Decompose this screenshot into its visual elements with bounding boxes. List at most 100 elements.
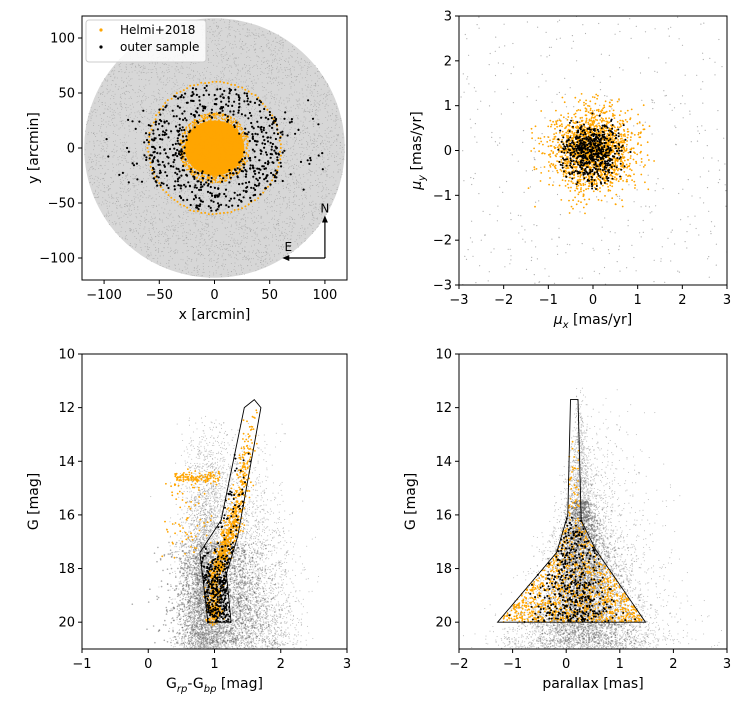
field-point	[88, 131, 90, 133]
field-point	[286, 156, 287, 157]
field-point	[182, 224, 184, 226]
field-point	[254, 237, 256, 239]
field-point	[305, 240, 306, 242]
field-point	[186, 197, 188, 199]
field-point	[337, 172, 339, 174]
field-point	[306, 61, 308, 63]
field-point	[172, 81, 174, 83]
field-point	[142, 234, 144, 236]
field-point	[203, 229, 205, 231]
field-point	[120, 211, 122, 213]
field-point	[178, 268, 180, 270]
field-point	[249, 74, 251, 75]
field-point	[333, 120, 335, 122]
field-point	[268, 60, 270, 62]
field-point	[146, 111, 148, 112]
field-point	[178, 220, 180, 222]
field-point	[291, 56, 293, 58]
field-point	[251, 209, 253, 211]
field-point	[228, 78, 230, 80]
field-point	[287, 61, 289, 63]
field-point	[127, 116, 129, 118]
field-point	[229, 108, 231, 110]
field-point	[187, 212, 189, 214]
field-point	[106, 143, 108, 145]
field-point	[330, 114, 332, 116]
field-point	[255, 167, 256, 168]
field-point	[111, 214, 113, 216]
field-point	[268, 227, 270, 229]
field-point	[138, 65, 140, 67]
field-point	[130, 108, 132, 110]
field-point	[258, 28, 260, 30]
field-point	[175, 62, 177, 64]
field-point	[173, 86, 175, 88]
field-point	[283, 127, 285, 129]
field-point	[231, 233, 233, 235]
field-point	[95, 189, 97, 191]
field-point	[252, 153, 254, 154]
field-point	[242, 28, 244, 30]
field-point	[239, 104, 241, 106]
field-point	[193, 223, 195, 225]
field-point	[313, 120, 315, 122]
field-point	[116, 124, 118, 126]
field-point	[196, 235, 198, 237]
field-point	[186, 123, 188, 125]
field-point	[108, 205, 110, 207]
field-point	[209, 31, 211, 33]
field-point	[193, 192, 195, 194]
field-point	[297, 62, 299, 64]
field-point	[167, 199, 169, 201]
field-point	[236, 113, 238, 115]
field-point	[162, 175, 164, 177]
field-point	[313, 125, 315, 127]
field-point	[292, 82, 294, 84]
field-point	[134, 112, 136, 114]
field-point	[89, 168, 91, 170]
field-point	[283, 99, 285, 101]
field-point	[141, 249, 143, 251]
field-point	[189, 206, 191, 208]
field-point	[332, 193, 334, 195]
field-point	[250, 171, 252, 173]
field-point	[297, 53, 299, 55]
field-point	[248, 142, 250, 144]
field-point	[195, 90, 197, 92]
field-point	[157, 112, 159, 114]
field-point	[276, 198, 278, 200]
field-point	[138, 88, 140, 90]
field-point	[127, 106, 129, 108]
field-point	[302, 198, 303, 200]
field-point	[265, 186, 266, 188]
field-point	[117, 232, 119, 234]
field-point	[307, 227, 309, 229]
field-point	[222, 73, 224, 75]
field-point	[246, 88, 248, 89]
field-point	[265, 68, 267, 69]
field-point	[125, 160, 127, 162]
field-point	[150, 69, 152, 71]
field-point	[235, 180, 237, 182]
field-point	[211, 250, 213, 251]
field-point	[118, 164, 119, 166]
field-point	[121, 121, 123, 123]
field-point	[309, 170, 311, 172]
field-point	[154, 95, 156, 97]
field-point	[204, 243, 206, 245]
field-point	[298, 214, 300, 216]
field-point	[229, 65, 231, 67]
field-point	[156, 72, 158, 73]
field-point	[327, 166, 329, 168]
field-point	[250, 99, 252, 101]
field-point	[320, 196, 322, 198]
field-point	[266, 197, 268, 198]
field-point	[184, 99, 186, 101]
field-point	[154, 236, 156, 238]
field-point	[208, 239, 210, 241]
field-point	[215, 21, 217, 23]
field-point	[244, 217, 246, 219]
field-point	[107, 79, 109, 81]
field-point	[327, 86, 329, 88]
field-point	[262, 261, 264, 263]
